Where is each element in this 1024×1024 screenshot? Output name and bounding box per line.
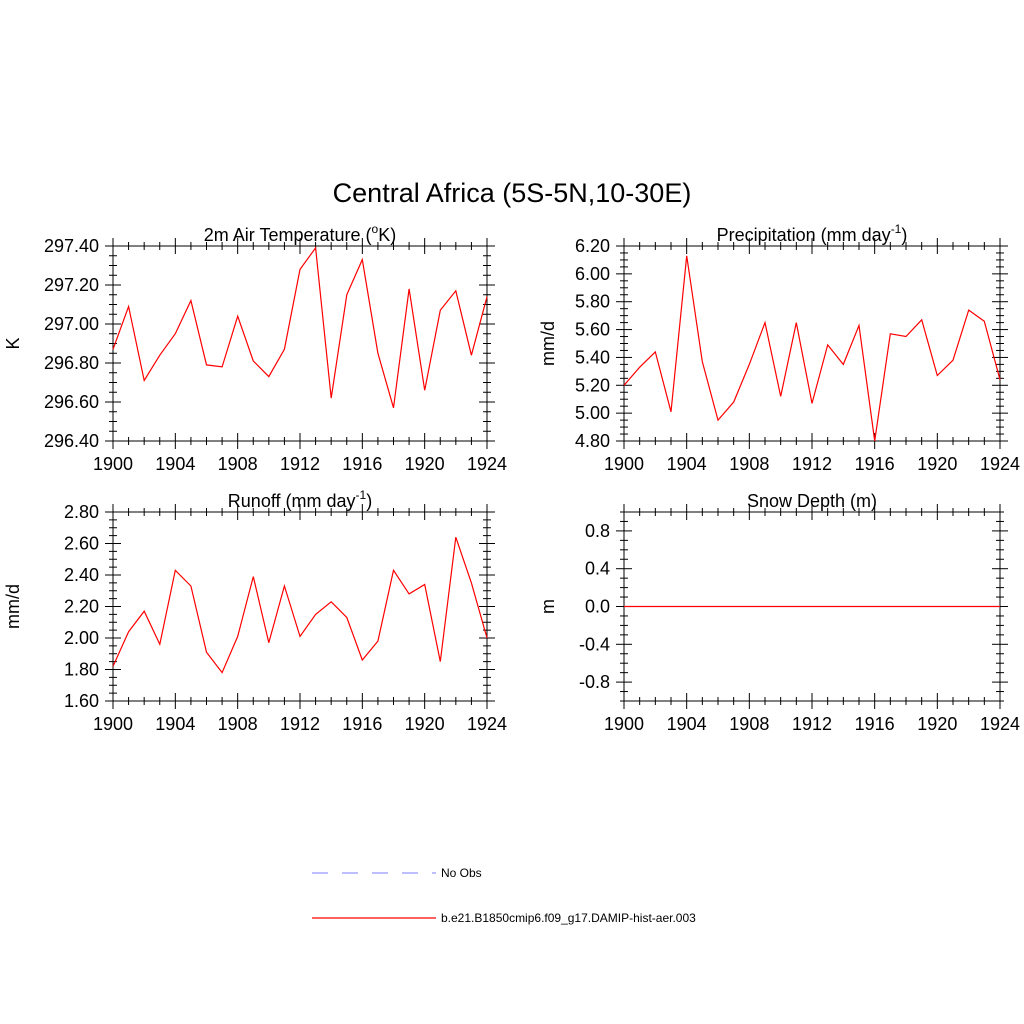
x-tick-label: 1900 <box>93 454 133 474</box>
y-tick-label: 0.0 <box>585 597 610 617</box>
y-axis-label: K <box>3 337 23 349</box>
y-tick-label: 0.8 <box>585 521 610 541</box>
y-tick-label: 297.40 <box>44 236 99 256</box>
y-axis-label: mm/d <box>3 584 23 629</box>
y-axis-label: mm/d <box>538 321 558 366</box>
plot-frame <box>112 245 488 442</box>
panel-title: Snow Depth (m) <box>747 491 877 511</box>
x-tick-label: 1904 <box>155 454 195 474</box>
y-tick-label: 296.60 <box>44 392 99 412</box>
y-tick-label: -0.8 <box>579 672 610 692</box>
legend: No Obs b.e21.B1850cmip6.f09_g17.DAMIP-his… <box>312 866 696 925</box>
y-tick-label: 2.40 <box>64 565 99 585</box>
x-tick-label: 1924 <box>467 714 507 734</box>
x-tick-label: 1924 <box>467 454 507 474</box>
plot-frame <box>112 511 488 702</box>
x-tick-label: 1916 <box>342 454 382 474</box>
panel-1: 2m Air Temperature (oK) K 1900 1904 1908 1912… <box>3 222 507 474</box>
y-tick-label: 2.80 <box>64 502 99 522</box>
y-tick-label: 5.80 <box>575 292 610 312</box>
y-tick-label: 296.40 <box>44 431 99 451</box>
legend-entry: b.e21.B1850cmip6.f09_g17.DAMIP-hist-aer.… <box>312 911 696 925</box>
x-tick-label: 1924 <box>980 454 1020 474</box>
x-tick-label: 1920 <box>405 714 445 734</box>
panel-title: 2m Air Temperature (oK) <box>204 222 396 245</box>
x-tick-label: 1904 <box>155 714 195 734</box>
x-tick-label: 1920 <box>917 714 957 734</box>
x-tick-label: 1916 <box>855 714 895 734</box>
x-tick-label: 1904 <box>667 454 707 474</box>
y-tick-label: 5.60 <box>575 320 610 340</box>
panel-3: Runoff (mm day-1) mm/d 1900 1904 1908 1912 191… <box>3 488 507 734</box>
x-tick-label: 1920 <box>405 454 445 474</box>
x-tick-label: 1920 <box>917 454 957 474</box>
x-tick-label: 1924 <box>980 714 1020 734</box>
y-tick-label: -0.4 <box>579 634 610 654</box>
legend-label: No Obs <box>441 866 482 880</box>
y-tick-label: 6.20 <box>575 236 610 256</box>
x-tick-label: 1900 <box>604 714 644 734</box>
y-tick-label: 5.20 <box>575 375 610 395</box>
x-tick-label: 1912 <box>792 454 832 474</box>
panel-title: Runoff (mm day-1) <box>228 488 372 511</box>
series-line <box>623 255 1001 442</box>
series-line <box>112 246 488 408</box>
x-tick-label: 1908 <box>218 454 258 474</box>
y-tick-label: 5.00 <box>575 403 610 423</box>
y-axis-label: m <box>538 599 558 614</box>
x-tick-label: 1912 <box>280 714 320 734</box>
x-tick-label: 1908 <box>729 454 769 474</box>
panels: 2m Air Temperature (oK) K 1900 1904 1908 1912… <box>3 222 1020 734</box>
x-tick-label: 1916 <box>855 454 895 474</box>
figure-title: Central Africa (5S-5N,10-30E) <box>333 178 692 208</box>
plot-frame <box>623 245 1001 442</box>
panel-2: Precipitation (mm day-1) mm/d 1900 1904 1908… <box>538 222 1020 474</box>
y-tick-label: 6.00 <box>575 264 610 284</box>
panel-title: Precipitation (mm day-1) <box>717 222 908 245</box>
y-tick-label: 297.00 <box>44 314 99 334</box>
y-tick-label: 1.60 <box>64 691 99 711</box>
x-tick-label: 1904 <box>667 714 707 734</box>
y-tick-label: 2.00 <box>64 628 99 648</box>
x-tick-label: 1912 <box>792 714 832 734</box>
x-tick-label: 1916 <box>342 714 382 734</box>
y-tick-label: 297.20 <box>44 275 99 295</box>
series-line <box>112 537 488 674</box>
x-tick-label: 1900 <box>93 714 133 734</box>
x-tick-label: 1908 <box>729 714 769 734</box>
y-tick-label: 296.80 <box>44 353 99 373</box>
legend-label: b.e21.B1850cmip6.f09_g17.DAMIP-hist-aer.… <box>441 911 696 925</box>
x-tick-label: 1908 <box>218 714 258 734</box>
y-tick-label: 0.4 <box>585 559 610 579</box>
y-tick-label: 5.40 <box>575 347 610 367</box>
y-tick-label: 4.80 <box>575 431 610 451</box>
panel-4: Snow Depth (m) m 1900 1904 1908 1912 1916 1920 1… <box>538 491 1020 734</box>
x-tick-label: 1912 <box>280 454 320 474</box>
y-tick-label: 2.60 <box>64 534 99 554</box>
y-tick-label: 2.20 <box>64 597 99 617</box>
y-tick-label: 1.80 <box>64 660 99 680</box>
legend-entry: No Obs <box>312 866 482 880</box>
x-tick-label: 1900 <box>604 454 644 474</box>
